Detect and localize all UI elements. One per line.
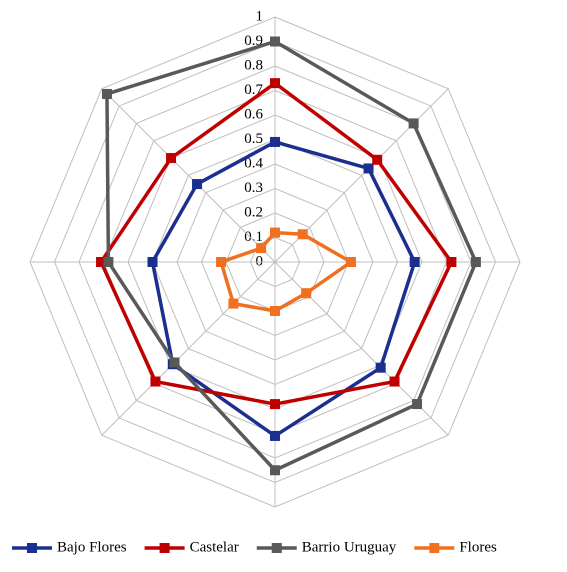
tick-label: 0.6 [244, 106, 263, 122]
marker [301, 288, 312, 299]
axis-line [101, 88, 276, 263]
legend-label: Castelar [190, 539, 239, 555]
tick-label: 1 [256, 8, 264, 24]
legend: Bajo Flores Castelar Barrio Uruguay Flores [12, 539, 497, 555]
tick-label: 0.3 [244, 180, 263, 196]
marker [470, 257, 481, 267]
marker [363, 163, 374, 174]
legend-marker [159, 543, 170, 553]
marker [412, 399, 423, 410]
marker [103, 257, 114, 267]
legend-label: Bajo Flores [57, 539, 127, 555]
marker [372, 154, 383, 165]
marker [446, 257, 457, 267]
marker [216, 257, 227, 267]
marker [169, 357, 180, 368]
legend-marker [271, 543, 282, 553]
marker [101, 88, 112, 99]
marker [270, 136, 280, 147]
marker [96, 257, 107, 267]
marker [228, 298, 239, 309]
marker [408, 118, 419, 129]
marker [270, 78, 280, 89]
marker [270, 36, 280, 47]
marker [147, 257, 158, 267]
marker [409, 257, 420, 267]
marker [375, 362, 386, 373]
marker [166, 153, 177, 164]
tick-label: 0.8 [244, 57, 263, 73]
tick-label: 0.4 [244, 155, 263, 171]
tick-label: 0 [256, 253, 264, 269]
marker [389, 376, 400, 387]
marker [150, 376, 161, 387]
tick-label: 0.5 [244, 131, 263, 147]
axis-line [274, 261, 449, 436]
legend-marker [429, 543, 440, 553]
tick-label: 0.1 [244, 229, 263, 245]
series-line [99, 80, 454, 406]
marker [345, 257, 356, 267]
marker [270, 399, 280, 410]
tick-label: 0.2 [244, 204, 263, 220]
marker [297, 229, 308, 240]
marker [256, 243, 267, 254]
marker [192, 179, 203, 190]
marker [270, 306, 280, 316]
legend-label: Barrio Uruguay [302, 539, 397, 555]
series-line [218, 230, 355, 313]
marker [270, 227, 280, 238]
axis-line [101, 261, 276, 436]
legend-marker [27, 543, 37, 553]
marker [270, 465, 280, 476]
legend-label: Flores [459, 539, 497, 555]
marker [270, 430, 280, 441]
